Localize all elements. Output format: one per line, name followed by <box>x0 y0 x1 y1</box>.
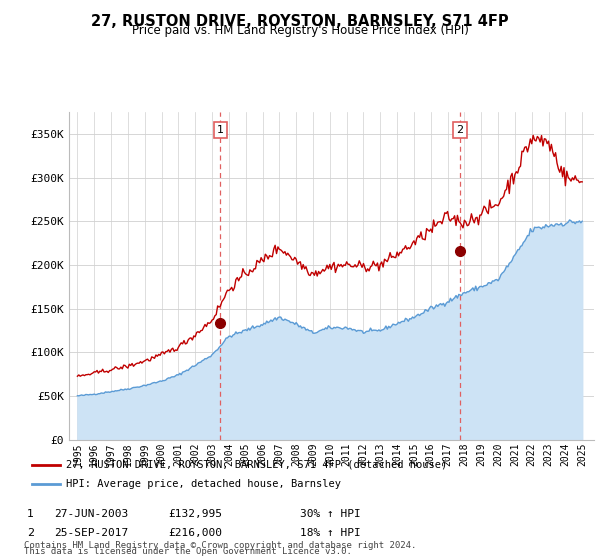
Text: Price paid vs. HM Land Registry's House Price Index (HPI): Price paid vs. HM Land Registry's House … <box>131 24 469 37</box>
Text: 18% ↑ HPI: 18% ↑ HPI <box>300 528 361 538</box>
Text: £216,000: £216,000 <box>168 528 222 538</box>
Text: 27, RUSTON DRIVE, ROYSTON, BARNSLEY, S71 4FP: 27, RUSTON DRIVE, ROYSTON, BARNSLEY, S71… <box>91 14 509 29</box>
Text: £132,995: £132,995 <box>168 509 222 519</box>
Text: 30% ↑ HPI: 30% ↑ HPI <box>300 509 361 519</box>
Text: 27, RUSTON DRIVE, ROYSTON, BARNSLEY, S71 4FP (detached house): 27, RUSTON DRIVE, ROYSTON, BARNSLEY, S71… <box>66 460 447 470</box>
Text: 2: 2 <box>457 125 463 135</box>
Text: 27-JUN-2003: 27-JUN-2003 <box>54 509 128 519</box>
Text: 1: 1 <box>27 509 34 519</box>
Text: Contains HM Land Registry data © Crown copyright and database right 2024.: Contains HM Land Registry data © Crown c… <box>24 541 416 550</box>
Text: HPI: Average price, detached house, Barnsley: HPI: Average price, detached house, Barn… <box>66 479 341 489</box>
Text: 1: 1 <box>217 125 224 135</box>
Text: This data is licensed under the Open Government Licence v3.0.: This data is licensed under the Open Gov… <box>24 548 352 557</box>
Text: 25-SEP-2017: 25-SEP-2017 <box>54 528 128 538</box>
Text: 2: 2 <box>27 528 34 538</box>
